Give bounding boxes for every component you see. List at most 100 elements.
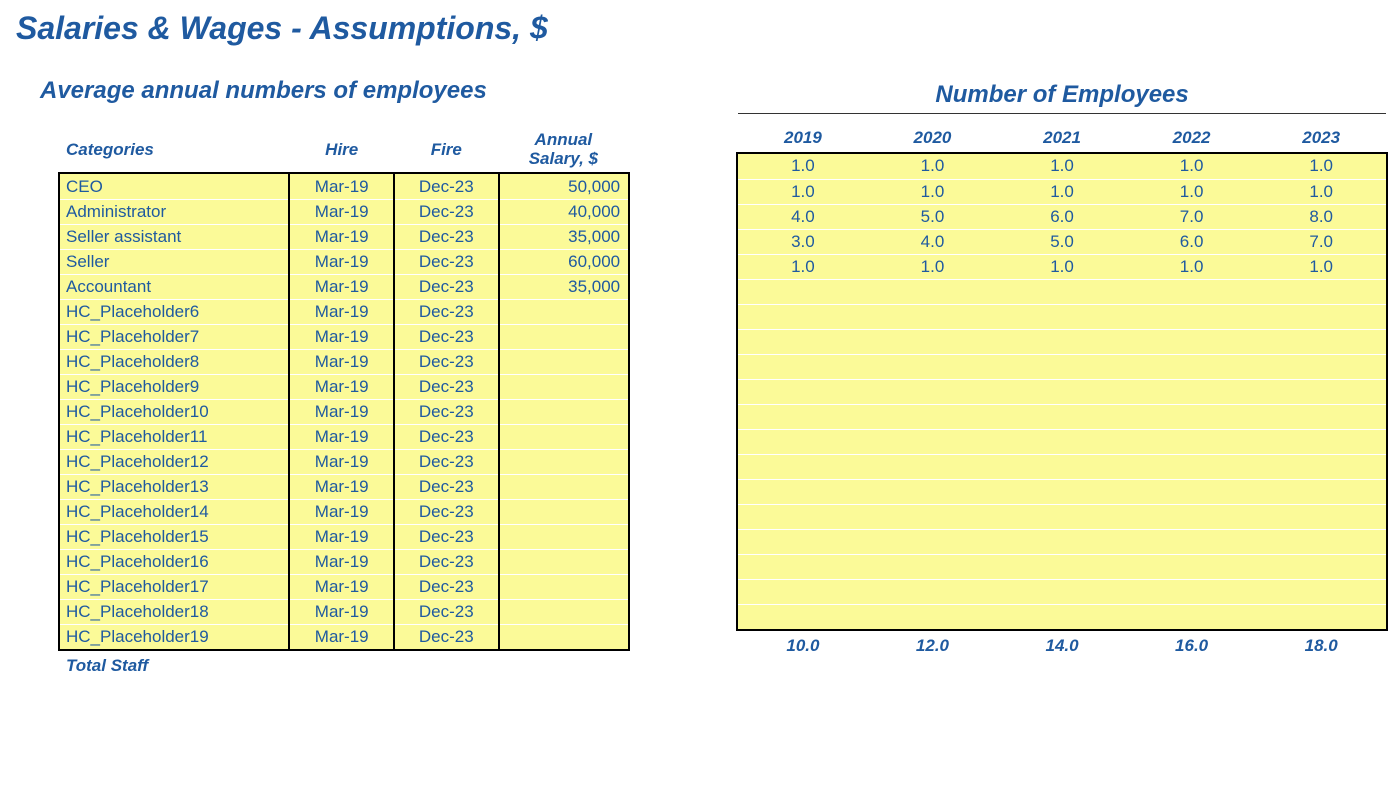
employee-cell[interactable] [868, 529, 998, 554]
employee-cell[interactable]: 1.0 [1256, 154, 1386, 179]
employee-cell[interactable] [1127, 579, 1257, 604]
employee-cell[interactable]: 5.0 [997, 229, 1127, 254]
employee-cell[interactable] [1127, 429, 1257, 454]
employee-cell[interactable] [738, 479, 868, 504]
fire-cell[interactable]: Dec-23 [394, 274, 499, 299]
fire-cell[interactable]: Dec-23 [394, 199, 499, 224]
employee-cell[interactable] [997, 529, 1127, 554]
employee-cell[interactable] [1256, 329, 1386, 354]
employee-cell[interactable] [738, 529, 868, 554]
hire-cell[interactable]: Mar-19 [289, 574, 394, 599]
hire-cell[interactable]: Mar-19 [289, 524, 394, 549]
employee-cell[interactable] [1127, 529, 1257, 554]
fire-cell[interactable]: Dec-23 [394, 524, 499, 549]
employee-cell[interactable] [1127, 504, 1257, 529]
sal-cell[interactable]: 35,000 [499, 274, 629, 299]
hire-cell[interactable]: Mar-19 [289, 599, 394, 624]
employee-cell[interactable] [1256, 379, 1386, 404]
employee-cell[interactable] [868, 279, 998, 304]
employee-cell[interactable] [738, 354, 868, 379]
employee-cell[interactable] [1256, 454, 1386, 479]
employee-cell[interactable] [868, 354, 998, 379]
hire-cell[interactable]: Mar-19 [289, 399, 394, 424]
employee-cell[interactable]: 1.0 [1127, 254, 1257, 279]
employee-cell[interactable] [1127, 404, 1257, 429]
sal-cell[interactable] [499, 349, 629, 374]
employee-cell[interactable]: 1.0 [868, 179, 998, 204]
hire-cell[interactable]: Mar-19 [289, 374, 394, 399]
employee-cell[interactable] [738, 279, 868, 304]
fire-cell[interactable]: Dec-23 [394, 324, 499, 349]
hire-cell[interactable]: Mar-19 [289, 199, 394, 224]
hire-cell[interactable]: Mar-19 [289, 274, 394, 299]
sal-cell[interactable]: 40,000 [499, 199, 629, 224]
employee-cell[interactable] [1127, 554, 1257, 579]
employee-cell[interactable]: 1.0 [1127, 179, 1257, 204]
employee-cell[interactable] [1127, 604, 1257, 629]
sal-cell[interactable] [499, 374, 629, 399]
employee-cell[interactable]: 4.0 [868, 229, 998, 254]
employee-cell[interactable]: 1.0 [1127, 154, 1257, 179]
employee-cell[interactable]: 6.0 [1127, 229, 1257, 254]
fire-cell[interactable]: Dec-23 [394, 424, 499, 449]
hire-cell[interactable]: Mar-19 [289, 624, 394, 649]
employee-cell[interactable] [738, 604, 868, 629]
fire-cell[interactable]: Dec-23 [394, 349, 499, 374]
sal-cell[interactable] [499, 449, 629, 474]
employee-cell[interactable] [868, 329, 998, 354]
cat-cell[interactable]: HC_Placeholder16 [60, 549, 289, 574]
employee-cell[interactable] [868, 604, 998, 629]
cat-cell[interactable]: HC_Placeholder6 [60, 299, 289, 324]
employee-cell[interactable] [997, 504, 1127, 529]
cat-cell[interactable]: HC_Placeholder11 [60, 424, 289, 449]
cat-cell[interactable]: HC_Placeholder17 [60, 574, 289, 599]
employee-cell[interactable] [1256, 304, 1386, 329]
employee-cell[interactable]: 7.0 [1127, 204, 1257, 229]
cat-cell[interactable]: Accountant [60, 274, 289, 299]
sal-cell[interactable] [499, 399, 629, 424]
hire-cell[interactable]: Mar-19 [289, 174, 394, 199]
hire-cell[interactable]: Mar-19 [289, 299, 394, 324]
cat-cell[interactable]: HC_Placeholder13 [60, 474, 289, 499]
employee-cell[interactable] [997, 279, 1127, 304]
cat-cell[interactable]: HC_Placeholder9 [60, 374, 289, 399]
sal-cell[interactable] [499, 624, 629, 649]
employee-cell[interactable] [997, 304, 1127, 329]
fire-cell[interactable]: Dec-23 [394, 299, 499, 324]
employee-cell[interactable] [1256, 479, 1386, 504]
employee-cell[interactable]: 5.0 [868, 204, 998, 229]
hire-cell[interactable]: Mar-19 [289, 324, 394, 349]
fire-cell[interactable]: Dec-23 [394, 224, 499, 249]
employee-cell[interactable] [997, 554, 1127, 579]
employee-cell[interactable] [997, 479, 1127, 504]
employee-cell[interactable]: 1.0 [1256, 179, 1386, 204]
employee-cell[interactable]: 1.0 [997, 254, 1127, 279]
employee-cell[interactable] [1256, 429, 1386, 454]
hire-cell[interactable]: Mar-19 [289, 549, 394, 574]
employee-cell[interactable] [868, 304, 998, 329]
employee-cell[interactable] [1256, 579, 1386, 604]
employee-cell[interactable] [1127, 354, 1257, 379]
employee-cell[interactable]: 1.0 [997, 179, 1127, 204]
employee-cell[interactable] [868, 504, 998, 529]
cat-cell[interactable]: Administrator [60, 199, 289, 224]
employee-cell[interactable]: 1.0 [997, 154, 1127, 179]
employee-cell[interactable] [1127, 479, 1257, 504]
hire-cell[interactable]: Mar-19 [289, 349, 394, 374]
fire-cell[interactable]: Dec-23 [394, 599, 499, 624]
employee-cell[interactable] [868, 404, 998, 429]
employee-cell[interactable] [1256, 354, 1386, 379]
fire-cell[interactable]: Dec-23 [394, 499, 499, 524]
cat-cell[interactable]: HC_Placeholder15 [60, 524, 289, 549]
fire-cell[interactable]: Dec-23 [394, 624, 499, 649]
employee-cell[interactable] [738, 304, 868, 329]
sal-cell[interactable]: 35,000 [499, 224, 629, 249]
employee-cell[interactable] [1127, 329, 1257, 354]
fire-cell[interactable]: Dec-23 [394, 549, 499, 574]
employee-cell[interactable] [997, 604, 1127, 629]
employee-cell[interactable] [738, 504, 868, 529]
employee-cell[interactable] [997, 579, 1127, 604]
employee-cell[interactable] [868, 429, 998, 454]
employee-cell[interactable] [738, 454, 868, 479]
employee-cell[interactable] [1256, 529, 1386, 554]
